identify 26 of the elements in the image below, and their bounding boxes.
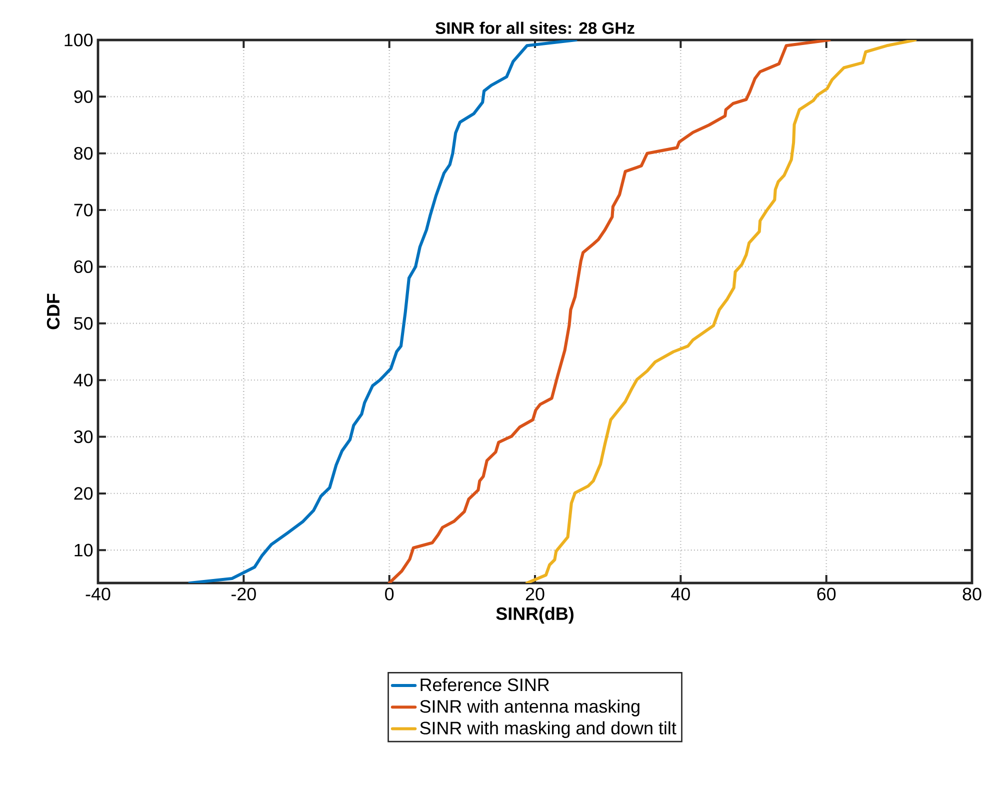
x-tick-label: -40 — [86, 588, 110, 600]
x-axis-title: SINR(dB) — [496, 606, 574, 624]
line-series — [388, 40, 831, 583]
y-tick-label: 100 — [64, 34, 93, 46]
y-tick-label: 10 — [74, 544, 93, 556]
x-tick-label: 60 — [817, 588, 836, 600]
x-tick-label: 80 — [962, 588, 982, 600]
y-tick-label: 70 — [74, 204, 93, 216]
legend-label: SINR with antenna masking — [420, 700, 640, 716]
y-axis-title: CDF — [46, 294, 60, 330]
y-tick-label: 90 — [74, 90, 93, 104]
x-tick-label: 0 — [385, 588, 394, 600]
y-tick-label: 30 — [74, 430, 93, 444]
x-tick-label: -20 — [232, 588, 256, 600]
x-tick-label: 20 — [526, 588, 544, 600]
y-tick-label: 60 — [74, 260, 93, 274]
y-tick-label: 20 — [74, 487, 93, 500]
line-series — [188, 40, 578, 583]
line-series — [525, 40, 917, 583]
x-tick-label: 40 — [671, 588, 690, 600]
y-tick-label: 80 — [74, 147, 93, 160]
legend-label: SINR with masking and down tilt — [420, 721, 676, 738]
legend-label: Reference SINR — [420, 678, 550, 692]
y-tick-label: 50 — [74, 317, 93, 330]
y-tick-label: 40 — [74, 374, 93, 386]
chart-title: SINR for all sites: 28 GHz — [436, 22, 634, 34]
